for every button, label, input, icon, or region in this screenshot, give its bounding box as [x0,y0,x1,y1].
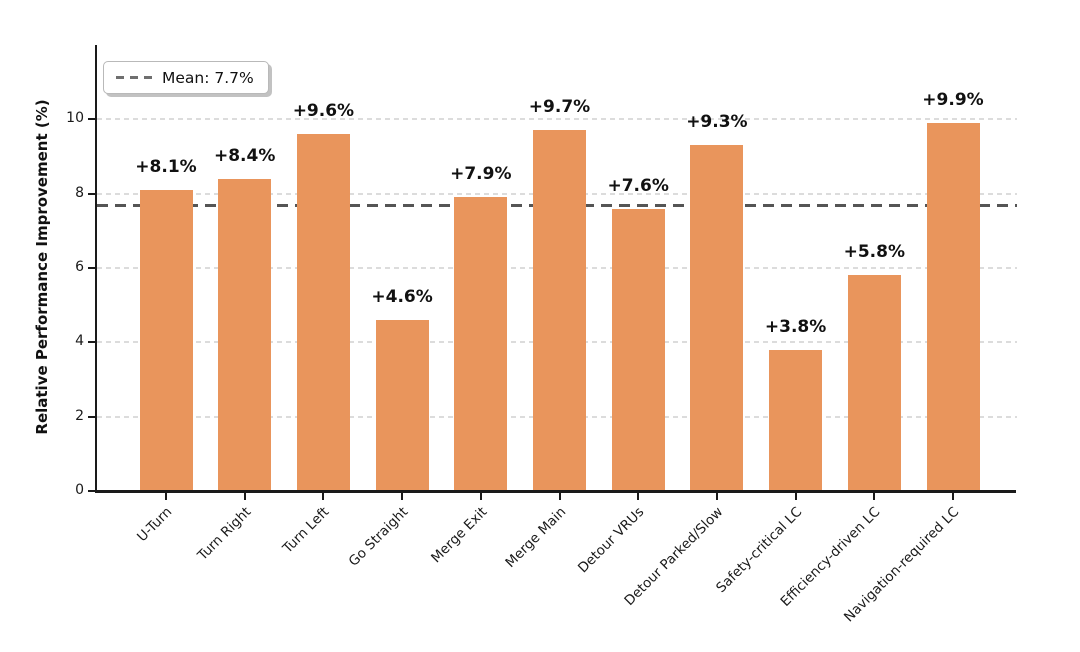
bar [139,189,193,491]
mean-dashed-line-swatch [116,76,152,79]
bar-value-label: +8.1% [135,156,197,177]
bar-value-label: +7.6% [607,175,669,196]
y-tick-label: 2 [75,407,84,424]
bar-value-label: +9.3% [686,112,748,133]
bar-value-label: +9.9% [922,90,984,111]
legend-label: Mean: 7.7% [162,68,254,87]
y-axis-spine [95,45,97,492]
x-tick-mark [715,493,718,500]
y-tick-label: 8 [75,184,84,201]
x-tick-mark [952,493,954,500]
y-tick-mark [88,490,95,492]
y-tick-mark [88,341,95,344]
y-tick-mark [88,192,95,195]
y-tick-label: 4 [75,333,84,350]
x-tick-mark [794,493,797,500]
gridline [97,118,1017,121]
y-tick-mark [88,267,95,269]
x-tick-label: U-Turn [134,504,176,546]
bar-value-label: +7.9% [450,164,512,185]
y-tick-mark [88,118,95,121]
bar-value-label: +9.6% [292,101,355,122]
x-axis-spine [95,490,1016,493]
bar-value-label: +9.7% [528,97,591,118]
legend: Mean: 7.7% [103,61,269,94]
x-tick-mark [165,493,167,500]
x-tick-mark [479,493,482,500]
y-tick-label: 6 [75,259,84,275]
bar-value-label: +8.4% [213,145,276,166]
bar-value-label: +5.8% [843,242,905,263]
bar-value-label: +3.8% [764,316,827,337]
bar [375,320,429,491]
x-tick-mark [558,493,561,500]
bar [847,275,901,491]
bar [611,208,665,491]
x-tick-mark [637,493,640,500]
bar [454,197,508,491]
bar [533,130,586,491]
bar-value-label: +4.6% [371,287,433,308]
bar [690,145,744,491]
y-tick-mark [88,415,95,418]
x-tick-mark [873,493,876,500]
y-tick-label: 0 [75,482,84,498]
bar [218,178,272,491]
x-tick-mark [322,493,325,500]
x-tick-mark [401,493,404,500]
x-tick-mark [243,493,246,500]
bar [769,349,823,491]
y-tick-label: 10 [66,110,84,127]
bar [296,134,350,491]
bar [926,123,980,491]
